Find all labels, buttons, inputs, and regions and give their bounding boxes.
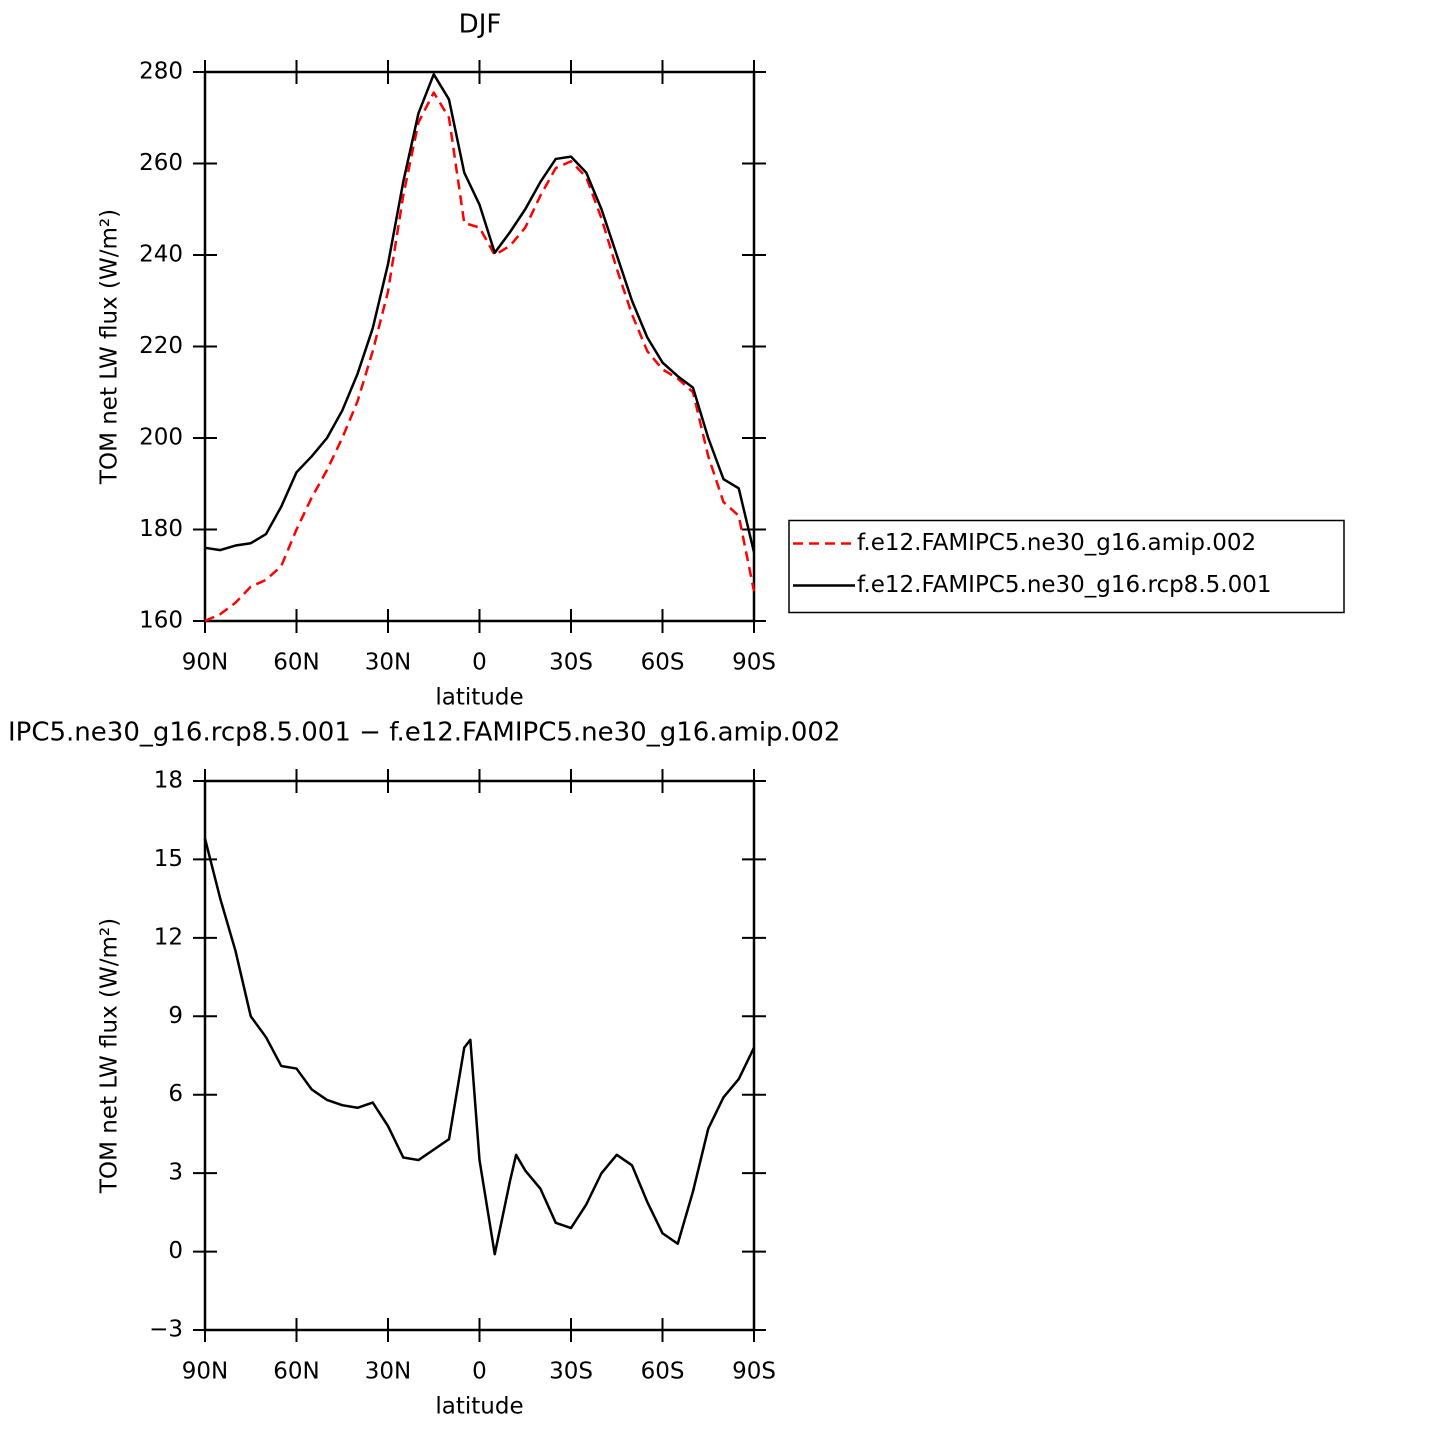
x-tick-label: 90N [182,1359,228,1385]
x-tick-label: 30S [549,650,593,676]
y-tick-label: 240 [139,242,183,268]
x-tick-label: 0 [472,650,487,676]
y-axis-label: TOM net LW flux (W/m²) [97,918,123,1194]
data-line [203,838,756,1256]
x-axis-label: latitude [435,1394,523,1420]
legend-label: f.e12.FAMIPC5.ne30_g16.amip.002 [857,530,1256,556]
y-tick-label: 160 [139,608,183,634]
plot-frame [203,779,756,1332]
x-tick-label: 90S [732,1359,776,1385]
y-tick-label: 220 [139,333,183,359]
y-tick-label: 3 [168,1160,183,1186]
x-tick-label: 60N [273,1359,319,1385]
y-tick-label: 9 [168,1003,183,1029]
x-tick-label: 90N [182,650,228,676]
chart-title: DJF [459,10,502,40]
y-tick-label: 180 [139,516,183,542]
legend-box [788,519,1345,614]
x-tick-label: 60S [641,650,685,676]
x-tick-label: 0 [472,1359,487,1385]
y-tick-label: 15 [154,846,183,872]
x-tick-label: 30N [365,650,411,676]
y-tick-label: −3 [149,1317,183,1343]
legend-label: f.e12.FAMIPC5.ne30_g16.rcp8.5.001 [857,572,1271,598]
x-axis-label: latitude [435,685,523,711]
y-tick-label: 18 [154,768,183,794]
y-tick-label: 200 [139,425,183,451]
data-line [204,91,756,623]
y-tick-label: 12 [154,924,183,950]
y-tick-label: 6 [168,1081,183,1107]
x-tick-label: 30N [365,1359,411,1385]
y-tick-label: 0 [168,1238,183,1264]
chart-title: IPC5.ne30_g16.rcp8.5.001 − f.e12.FAMIPC5… [8,718,840,748]
x-tick-label: 60N [273,650,319,676]
x-tick-label: 30S [549,1359,593,1385]
y-axis-label: TOM net LW flux (W/m²) [97,209,123,485]
x-tick-label: 90S [732,650,776,676]
y-tick-label: 280 [139,59,183,85]
data-line [204,73,756,553]
x-tick-label: 60S [641,1359,685,1385]
y-tick-label: 260 [139,150,183,176]
plot-frame [203,70,756,623]
